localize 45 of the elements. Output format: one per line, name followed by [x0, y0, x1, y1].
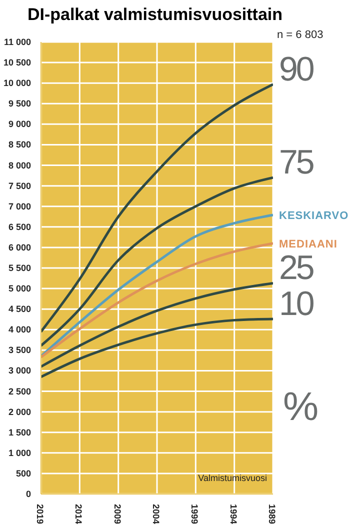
x-tick-label: 1999 [190, 504, 200, 524]
y-tick-label: 1 000 [8, 448, 31, 458]
y-tick-label: 2 000 [8, 406, 31, 417]
y-tick-label: 11 000 [4, 37, 31, 47]
x-tick-label: 1989 [267, 504, 277, 524]
line-series [41, 318, 273, 378]
series-label: 25 [279, 249, 314, 288]
y-tick-label: 6 500 [8, 222, 31, 232]
chart-title: DI-palkat valmistumisvuosittain [26, 4, 284, 26]
y-tick-label: 9 000 [8, 119, 31, 130]
y-tick-label: 9 500 [8, 98, 31, 109]
y-tick-label: 3 000 [8, 366, 31, 376]
y-tick-label: 10 500 [3, 58, 31, 68]
x-tick-label: 2009 [112, 504, 122, 524]
y-tick-label: 4 500 [8, 304, 31, 314]
y-tick-label: 8 000 [8, 160, 31, 170]
x-tick-label: 1994 [228, 504, 238, 524]
text: % [283, 385, 319, 430]
series-label: 10 [279, 284, 314, 323]
series-label: 75 [279, 144, 314, 182]
y-tick-label: 5 000 [8, 284, 31, 294]
line-series [41, 214, 273, 358]
y-tick-label: 3 500 [8, 345, 31, 356]
line-series [41, 83, 273, 333]
y-tick-label: 7 500 [8, 180, 31, 191]
y-tick-label: 2 500 [8, 386, 31, 396]
text: n = 6 803 [277, 29, 324, 41]
y-tick-label: 1 500 [8, 427, 31, 438]
y-tick-label: 10 000 [3, 78, 31, 88]
line-series [41, 176, 273, 347]
y-tick-label: 500 [16, 468, 31, 478]
x-tick-label: 2004 [151, 504, 161, 524]
x-tick-label: 2014 [74, 504, 84, 524]
y-tick-label: 5 500 [8, 263, 31, 273]
y-tick-label: 7 000 [8, 201, 31, 212]
y-tick-label: 0 [26, 489, 31, 499]
series-label: 90 [279, 50, 314, 88]
line-series [41, 242, 273, 358]
y-tick-label: 6 000 [8, 242, 31, 252]
series-label: MEDIAANI [279, 238, 338, 250]
y-tick-label: 4 000 [8, 324, 31, 335]
series-label: KESKIARVO [279, 210, 349, 222]
y-tick-label: 8 500 [8, 140, 31, 150]
line-series [41, 282, 273, 368]
x-tick-label: 2019 [35, 504, 45, 524]
